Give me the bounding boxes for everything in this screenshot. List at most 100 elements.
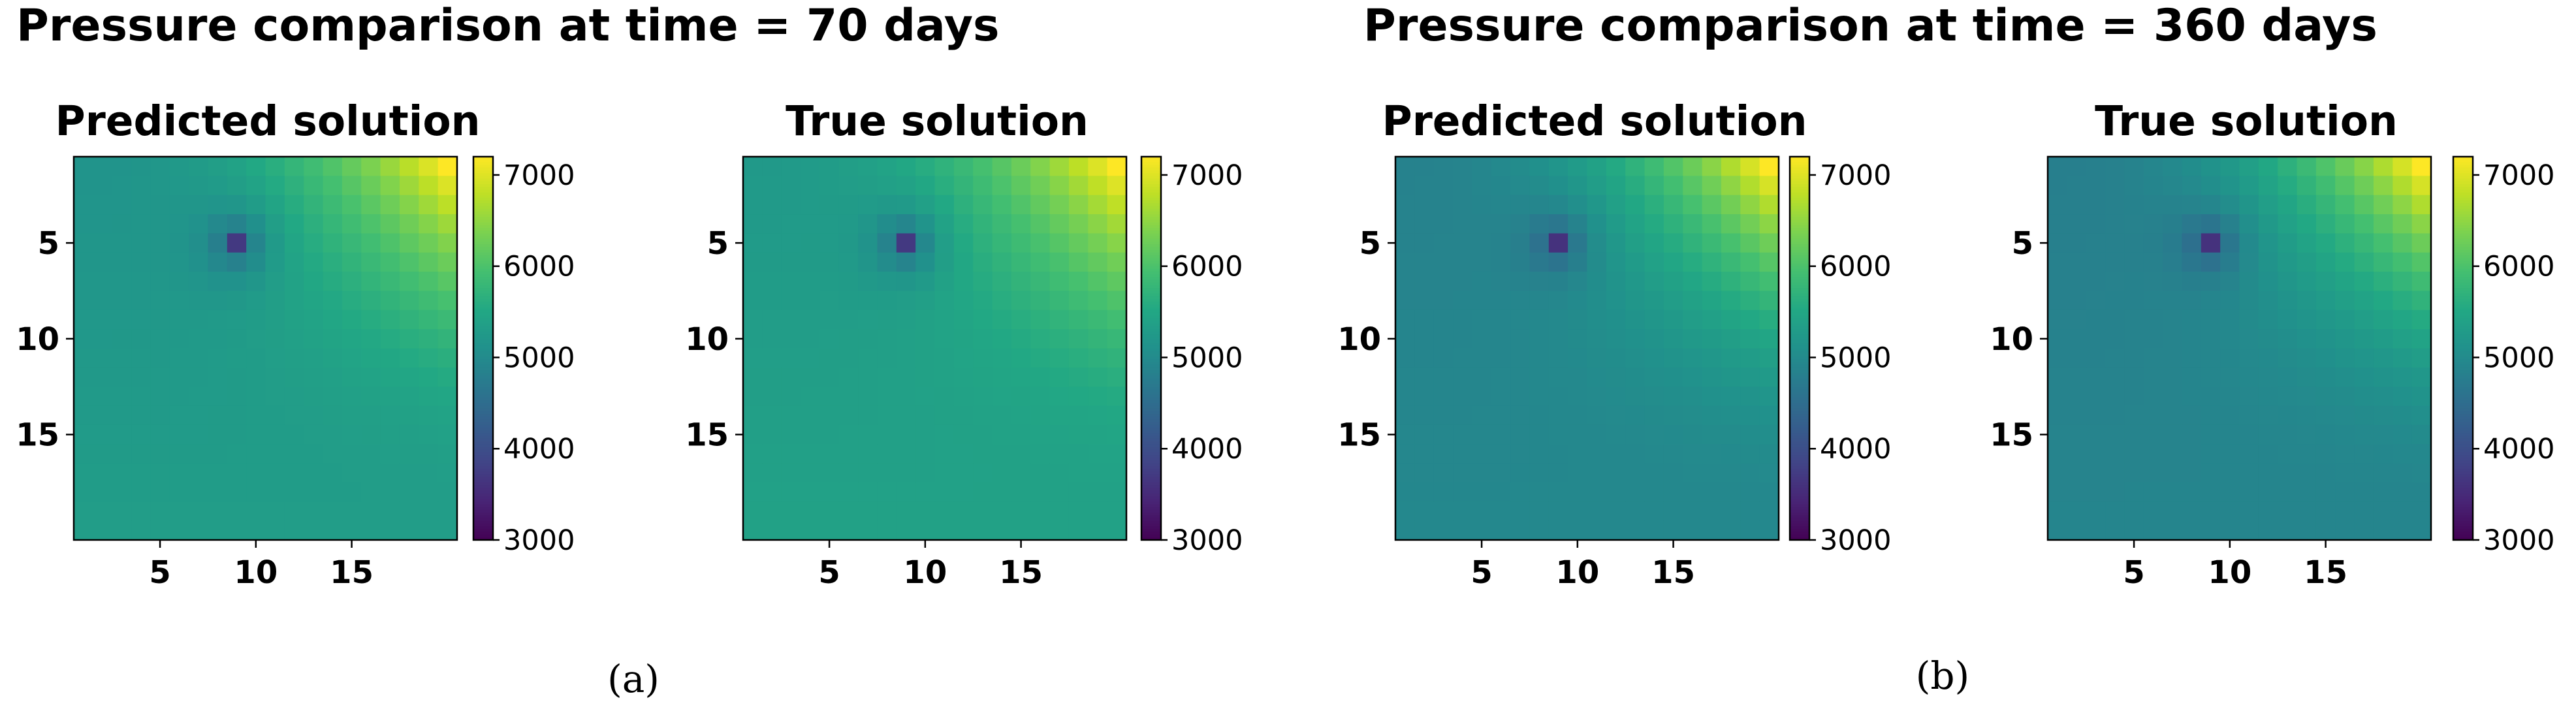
colorbar-segment — [1141, 463, 1161, 467]
heatmap-cell — [1433, 463, 1454, 483]
heatmap-cell — [419, 348, 439, 368]
heatmap-cell — [1433, 309, 1454, 330]
colorbar-segment — [2453, 537, 2473, 541]
heatmap-cell — [2143, 233, 2163, 253]
heatmap-cell — [1625, 233, 1646, 253]
heatmap-cell — [1702, 501, 1722, 522]
heatmap-cell — [1644, 367, 1664, 387]
heatmap-cell — [762, 444, 782, 464]
heatmap-cell — [1510, 367, 1531, 387]
heatmap-cell — [1453, 501, 1472, 522]
colorbar-segment — [473, 435, 493, 439]
heatmap-cell — [380, 233, 400, 253]
heatmap-cell — [265, 482, 285, 502]
heatmap-cell — [953, 501, 974, 522]
heatmap-cell — [1548, 176, 1568, 196]
x-tick-label: 5 — [149, 554, 170, 591]
heatmap-cell — [189, 482, 209, 502]
heatmap-cell — [1510, 348, 1531, 368]
heatmap-cell — [973, 348, 993, 368]
colorbar-segment — [1141, 268, 1161, 272]
heatmap-cell — [2220, 387, 2240, 407]
heatmap-cell — [189, 348, 209, 368]
heatmap-cell — [169, 367, 189, 387]
group-b-true-title: True solution — [2095, 97, 2398, 145]
colorbar-segment — [1141, 181, 1161, 185]
heatmap-cell — [1453, 252, 1472, 272]
heatmap-cell — [953, 309, 974, 330]
heatmap-cell — [2239, 367, 2259, 387]
heatmap-cell — [74, 424, 93, 445]
heatmap-cell — [93, 195, 113, 215]
heatmap-cell — [284, 233, 304, 253]
heatmap-cell — [2373, 157, 2393, 176]
heatmap-cell — [437, 463, 458, 483]
heatmap-cell — [1606, 444, 1626, 464]
colorbar-segment — [2453, 159, 2473, 163]
colorbar-segment — [1141, 291, 1161, 294]
heatmap-cell — [743, 195, 763, 215]
heatmap-cell — [2354, 463, 2374, 483]
heatmap-cell — [1453, 463, 1472, 483]
heatmap-cell — [227, 214, 247, 234]
colorbar-segment — [473, 228, 493, 231]
colorbar-segment — [473, 255, 493, 259]
heatmap-cell — [1702, 424, 1722, 445]
colorbar-segment — [1141, 326, 1161, 330]
heatmap-cell — [2105, 176, 2125, 196]
heatmap-cell — [1011, 252, 1031, 272]
colorbar-segment — [2453, 214, 2473, 217]
heatmap-cell — [2182, 367, 2202, 387]
colorbar-segment — [1790, 501, 1809, 505]
heatmap-cell — [934, 501, 955, 522]
heatmap-cell — [1068, 463, 1089, 483]
heatmap-cell — [1011, 444, 1031, 464]
heatmap-cell — [2048, 252, 2067, 272]
heatmap-cell — [781, 272, 801, 292]
heatmap-cell — [2201, 520, 2221, 541]
colorbar-segment — [1141, 238, 1161, 242]
colorbar-segment — [473, 400, 493, 403]
heatmap-cell — [2143, 176, 2163, 196]
heatmap-cell — [2335, 424, 2355, 445]
heatmap-cell — [1683, 309, 1703, 330]
heatmap-cell — [2086, 463, 2106, 483]
heatmap-cell — [1472, 367, 1492, 387]
colorbar-segment — [1790, 159, 1809, 163]
heatmap-cell — [342, 387, 362, 407]
heatmap-cell — [1587, 482, 1607, 502]
heatmap-cell — [1049, 405, 1070, 426]
heatmap-cell — [1644, 176, 1664, 196]
colorbar-segment — [2453, 381, 2473, 385]
heatmap-cell — [1011, 309, 1031, 330]
heatmap-cell — [2105, 272, 2125, 292]
heatmap-cell — [838, 463, 859, 483]
colorbar-segment — [1141, 509, 1161, 513]
heatmap-cell — [284, 176, 304, 196]
colorbar-segment — [1790, 219, 1809, 223]
heatmap-cell — [762, 367, 782, 387]
heatmap-cell — [1107, 463, 1127, 483]
colorbar-segment — [473, 529, 493, 533]
heatmap-cell — [399, 233, 419, 253]
colorbar-segment — [2453, 268, 2473, 272]
colorbar-segment — [1790, 222, 1809, 226]
colorbar-segment — [473, 173, 493, 176]
heatmap-cell — [304, 387, 324, 407]
heatmap-cell — [1548, 291, 1568, 311]
heatmap-cell — [342, 444, 362, 464]
heatmap-cell — [74, 482, 93, 502]
heatmap-cell — [2373, 252, 2393, 272]
heatmap-cell — [169, 233, 189, 253]
colorbar-segment — [2453, 359, 2473, 363]
heatmap-cell — [2297, 252, 2317, 272]
heatmap-cell — [2278, 387, 2298, 407]
heatmap-cell — [838, 482, 859, 502]
heatmap-cell — [2220, 309, 2240, 330]
colorbar-segment — [1790, 197, 1809, 201]
heatmap-cell — [189, 405, 209, 426]
heatmap-cell — [1030, 348, 1051, 368]
colorbar-segment — [1790, 384, 1809, 387]
colorbar-tick-label: 6000 — [1171, 251, 1243, 283]
colorbar-segment — [473, 513, 493, 516]
